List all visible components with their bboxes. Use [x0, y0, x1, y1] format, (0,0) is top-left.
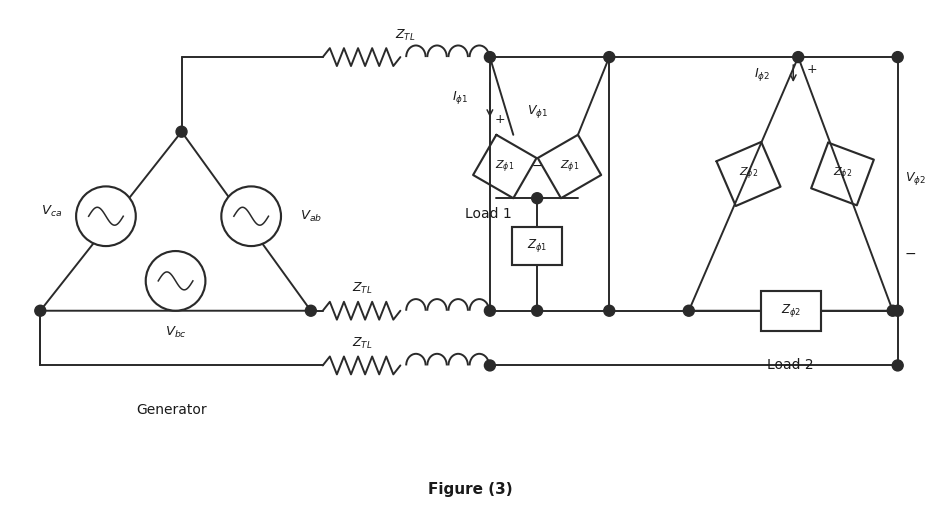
Text: $Z_{\phi2}$: $Z_{\phi2}$: [739, 166, 757, 182]
Text: $Z_{\phi2}$: $Z_{\phi2}$: [780, 302, 800, 319]
Circle shape: [35, 305, 46, 316]
Text: $Z_{\phi2}$: $Z_{\phi2}$: [832, 166, 851, 182]
Circle shape: [484, 52, 495, 63]
Text: $Z_{\phi1}$: $Z_{\phi1}$: [559, 158, 578, 175]
Circle shape: [76, 187, 136, 246]
Circle shape: [891, 360, 902, 371]
Text: Figure (3): Figure (3): [427, 482, 512, 497]
Text: Generator: Generator: [136, 403, 207, 417]
Text: +: +: [805, 63, 816, 76]
Text: Load 2: Load 2: [767, 358, 813, 373]
Circle shape: [682, 305, 694, 316]
Circle shape: [221, 187, 281, 246]
Circle shape: [146, 251, 205, 311]
Circle shape: [305, 305, 316, 316]
Text: $V_{ab}$: $V_{ab}$: [300, 209, 322, 224]
Text: −: −: [532, 160, 542, 173]
Circle shape: [484, 360, 495, 371]
Text: $Z_{\phi1}$: $Z_{\phi1}$: [526, 238, 547, 254]
Text: $Z_{TL}$: $Z_{TL}$: [395, 28, 416, 43]
Text: −: −: [903, 246, 915, 260]
Text: $V_{bc}$: $V_{bc}$: [165, 325, 186, 340]
Text: $I_{\phi1}$: $I_{\phi1}$: [451, 89, 467, 105]
Circle shape: [891, 52, 902, 63]
Circle shape: [792, 52, 803, 63]
Text: $I_{\phi2}$: $I_{\phi2}$: [753, 67, 769, 83]
Text: +: +: [494, 114, 505, 127]
Bar: [760, 291, 820, 331]
Text: $Z_{TL}$: $Z_{TL}$: [352, 281, 373, 296]
Text: Load 1: Load 1: [464, 207, 511, 221]
Circle shape: [531, 305, 542, 316]
Circle shape: [603, 305, 614, 316]
Text: $Z_{TL}$: $Z_{TL}$: [352, 336, 373, 351]
Text: $V_{\phi1}$: $V_{\phi1}$: [526, 103, 547, 120]
Circle shape: [531, 193, 542, 204]
Text: $Z_{\phi1}$: $Z_{\phi1}$: [494, 158, 514, 175]
Circle shape: [886, 305, 898, 316]
Circle shape: [176, 126, 187, 137]
Text: $V_{\phi2}$: $V_{\phi2}$: [903, 170, 925, 188]
Circle shape: [891, 305, 902, 316]
Bar: [512, 227, 562, 265]
Circle shape: [484, 305, 495, 316]
Circle shape: [603, 52, 614, 63]
Text: $V_{ca}$: $V_{ca}$: [40, 204, 62, 219]
